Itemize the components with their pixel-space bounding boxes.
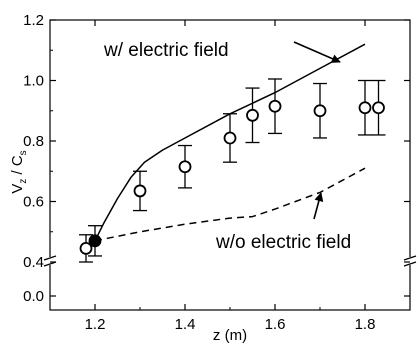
- axis-ticks: 1.2 1.4 1.6 1.8 0.4 0.6 0.8 1.0 1.2 0.0: [23, 12, 411, 333]
- data-point: [178, 160, 192, 174]
- annotation-without-field: w/o electric field: [215, 232, 351, 253]
- x-tick-label: 1.6: [265, 316, 286, 333]
- x-tick-label: 1.2: [85, 316, 106, 333]
- annotation-with-field-arrow: [293, 41, 341, 63]
- data-point: [246, 108, 259, 122]
- y-tick-label: 0.6: [23, 194, 44, 211]
- plot-frame: [49, 19, 411, 311]
- y-tick-label: 0.0: [23, 288, 44, 305]
- y-tick-label: 0.8: [23, 133, 44, 150]
- annotation-without-field-arrow: [313, 192, 324, 220]
- y-tick-label: 0.4: [23, 254, 44, 271]
- axis-break-left: [43, 255, 57, 267]
- x-tick-label: 1.4: [175, 316, 196, 333]
- data-point: [358, 101, 372, 115]
- annotation-with-field: w/ electric field: [103, 40, 229, 61]
- y-axis-title: Vz / Cs: [9, 150, 29, 193]
- axis-break-right: [403, 255, 417, 267]
- x-tick-label: 1.8: [355, 316, 376, 333]
- series-line-with-field: [94, 43, 366, 242]
- series-layer: [94, 43, 366, 242]
- data-point: [133, 184, 147, 198]
- points-layer: [79, 78, 386, 263]
- y-tick-label: 1.2: [23, 12, 44, 29]
- data-point-filled: [88, 234, 102, 248]
- data-point: [372, 101, 385, 115]
- data-point: [223, 131, 237, 145]
- data-point: [268, 99, 282, 113]
- y-tick-label: 1.0: [23, 73, 44, 90]
- data-point: [79, 241, 93, 255]
- data-point: [313, 104, 327, 118]
- x-axis-title: z (m): [213, 327, 247, 344]
- series-line-without-field: [94, 167, 366, 242]
